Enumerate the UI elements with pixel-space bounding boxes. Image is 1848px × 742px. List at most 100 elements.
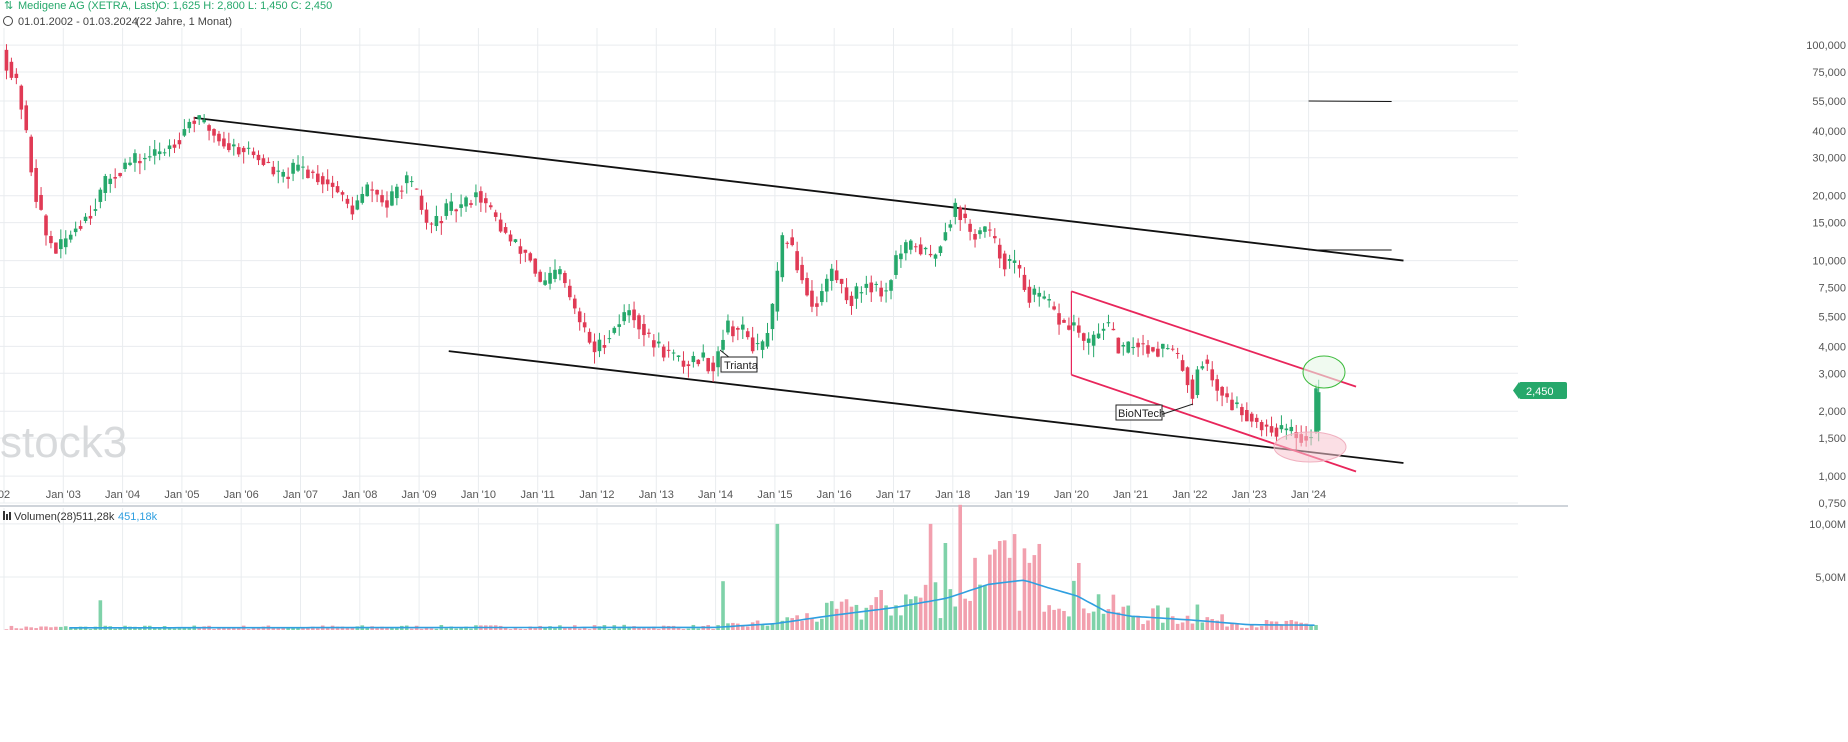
- candle-body: [1116, 337, 1121, 354]
- volume-bar: [864, 607, 869, 630]
- candle-body: [63, 238, 68, 248]
- last-price-badge: 2,450: [1513, 382, 1567, 399]
- candle-body: [1037, 292, 1042, 297]
- volume-bar: [375, 628, 379, 630]
- time-axis: 02 Jan '03 Jan '04 Jan '05 Jan '06 Jan '07 Jan…: [0, 489, 1326, 501]
- x-tick-label: Jan '03: [46, 489, 81, 501]
- candle-body: [923, 247, 928, 250]
- ohlc-values: O: 1,625 H: 2,800 L: 1,450 C: 2,450: [158, 0, 332, 12]
- instrument-title[interactable]: Medigene AG (XETRA, Last): [18, 0, 159, 12]
- candle-body: [528, 253, 533, 261]
- candle-body: [869, 282, 874, 293]
- candle-body: [113, 177, 117, 179]
- volume-bar: [68, 628, 73, 630]
- candle-body: [820, 291, 824, 303]
- volume-bar: [177, 628, 182, 630]
- volume-bar: [958, 504, 963, 630]
- candle-body: [1314, 388, 1318, 432]
- candle-body: [1180, 360, 1185, 371]
- candle-body: [701, 352, 706, 358]
- x-tick-label: 02: [0, 489, 10, 501]
- volume-bar: [1091, 611, 1096, 630]
- candle-body: [256, 154, 261, 161]
- candle-body: [1141, 343, 1145, 345]
- volume-bar: [607, 629, 612, 630]
- volume-bar: [1017, 610, 1022, 630]
- candle-body: [513, 239, 518, 243]
- candle-body: [375, 189, 379, 195]
- highlight-ellipse-pink[interactable]: [1273, 431, 1347, 463]
- y-tick-label: 7,500: [1818, 282, 1846, 294]
- volume-bar: [765, 625, 770, 630]
- volume-bar: [385, 627, 389, 630]
- trianta-label-box[interactable]: [720, 356, 758, 373]
- candle-body: [1259, 422, 1264, 431]
- volume-bar: [271, 627, 276, 630]
- volume-icon-bar1: [3, 511, 5, 520]
- trendline-black_upper[interactable]: [193, 116, 1404, 262]
- candle-body: [592, 341, 597, 353]
- trendline-short_a[interactable]: [1308, 100, 1392, 103]
- candle-body: [602, 345, 607, 348]
- candle-body: [1091, 334, 1096, 346]
- volume-bar: [44, 626, 48, 630]
- candle-body: [706, 358, 710, 372]
- volume-bar: [434, 628, 439, 630]
- trendline-black_lower[interactable]: [448, 350, 1404, 464]
- candle-body: [93, 209, 98, 211]
- volume-bar: [899, 615, 903, 630]
- candle-body: [943, 232, 948, 241]
- chart-header: ⇅ Medigene AG (XETRA, Last) O: 1,625 H: …: [3, 0, 332, 28]
- candle-body: [143, 157, 147, 160]
- candle-body: [296, 164, 300, 171]
- candle-body: [1269, 426, 1274, 433]
- candle-body: [572, 298, 577, 309]
- volume-bar: [503, 627, 508, 630]
- candle-body: [484, 198, 488, 204]
- candle-body: [212, 129, 216, 136]
- candle-body: [1156, 348, 1160, 357]
- candle-body: [217, 133, 221, 142]
- volume-bar: [953, 606, 958, 630]
- candle-body: [335, 186, 340, 193]
- x-tick-label: Jan '24: [1291, 489, 1326, 501]
- volume-bar: [1210, 619, 1215, 630]
- volume-bar: [1200, 622, 1205, 630]
- candle-body: [207, 125, 211, 131]
- volume-bar: [464, 626, 468, 630]
- x-tick-label: Jan '11: [521, 489, 555, 501]
- volume-bar: [212, 628, 216, 630]
- volume-bar: [839, 601, 844, 630]
- candle-body: [740, 324, 745, 330]
- volume-bar: [913, 596, 918, 630]
- volume-bar: [172, 628, 177, 630]
- volume-tick-label: 5,00M: [1815, 572, 1846, 584]
- x-tick-label: Jan '15: [757, 489, 792, 501]
- date-span: (22 Jahre, 1 Monat): [136, 16, 232, 28]
- highlight-ellipse-green[interactable]: [1302, 355, 1346, 389]
- candle-body: [345, 198, 350, 204]
- candle-body: [138, 160, 142, 164]
- volume-bar: [968, 600, 972, 630]
- candle-body: [281, 171, 286, 177]
- candle-body: [691, 355, 696, 363]
- volume-bar: [681, 628, 686, 630]
- x-tick-label: Jan '08: [342, 489, 377, 501]
- candle-body: [54, 242, 58, 254]
- candle-body: [1274, 427, 1279, 437]
- candle-body: [889, 280, 893, 291]
- x-tick-label: Jan '23: [1232, 489, 1267, 501]
- candle-body: [1175, 352, 1180, 354]
- volume-bar: [4, 629, 9, 630]
- volume-bar: [1151, 608, 1155, 630]
- biontech-label-box[interactable]: [1115, 404, 1163, 421]
- candle-body: [454, 209, 458, 212]
- candle-body: [874, 283, 879, 285]
- y-tick-label: 2,000: [1818, 406, 1846, 418]
- candle-body: [775, 270, 780, 312]
- candle-body: [1195, 369, 1200, 396]
- x-tick-label: Jan '13: [639, 489, 674, 501]
- candle-body: [266, 161, 271, 164]
- candle-body: [360, 193, 365, 203]
- volume-label[interactable]: Volumen(28): [14, 511, 76, 523]
